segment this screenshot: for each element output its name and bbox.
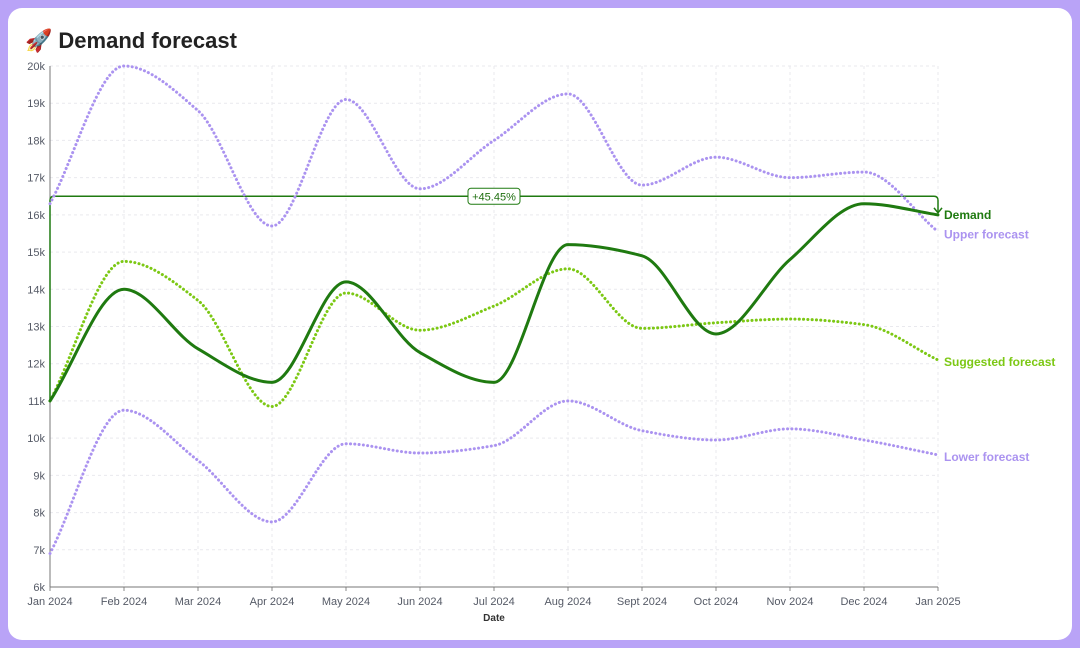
x-tick-label: Dec 2024 [840,596,887,608]
suggested-forecast-label: Suggested forecast [944,355,1055,369]
change-badge-label: +45.45% [472,191,516,203]
y-tick-label: 20k [27,61,45,73]
axes: 6k 7k 8k 9k 10k 11k 12k 13k 14k 15k 16k 17k 18k 19k 20… [27,61,960,624]
y-tick-label: 14k [27,284,45,296]
lower-forecast-label: Lower forecast [944,450,1029,464]
y-tick-label: 13k [27,322,45,334]
rocket-icon: 🚀 [25,28,53,53]
chart-title-text: Demand forecast [58,28,237,53]
x-tick-label: Feb 2024 [101,596,147,608]
x-tick-label: Jun 2024 [397,596,442,608]
x-tick-label: Oct 2024 [694,596,739,608]
x-tick-label: May 2024 [322,596,370,608]
y-tick-label: 15k [27,247,45,259]
x-tick-label: Nov 2024 [766,596,813,608]
suggested-forecast-line [48,259,940,409]
grid [49,65,939,588]
chart-title: 🚀 Demand forecast [25,28,237,54]
y-tick-label: 8k [33,508,45,520]
x-tick-label: Jul 2024 [473,596,515,608]
series-labels: Upper forecast Lower forecast Suggested fo… [944,208,1055,464]
x-tick-label: Jan 2025 [915,596,960,608]
series-lines [48,64,940,556]
x-tick-label: Jan 2024 [27,596,72,608]
y-tick-label: 9k [33,470,45,482]
change-annotation: +45.45% [49,187,943,401]
y-tick-label: 19k [27,98,45,110]
change-badge [467,187,521,205]
y-tick-label: 16k [27,210,45,222]
y-tick-label: 10k [27,433,45,445]
x-tick-label: Apr 2024 [250,596,295,608]
y-tick-label: 17k [27,173,45,185]
upper-forecast-line [48,64,940,234]
x-tick-label: Mar 2024 [175,596,221,608]
y-tick-label: 7k [33,545,45,557]
chart-card: 🚀 Demand forecast [8,8,1072,640]
x-axis-title: Date [483,613,505,624]
demand-label: Demand [944,208,991,222]
y-tick-label: 6k [33,582,45,594]
y-tick-label: 11k [28,396,45,408]
change-arrow-head [933,207,943,215]
upper-forecast-label: Upper forecast [944,228,1029,242]
lower-forecast-line [48,399,940,556]
x-tick-label: Aug 2024 [544,596,591,608]
x-tick-label: Sept 2024 [617,596,667,608]
demand-line [48,202,940,403]
y-tick-label: 18k [27,135,45,147]
change-bracket [49,195,939,401]
y-tick-label: 12k [27,359,45,371]
